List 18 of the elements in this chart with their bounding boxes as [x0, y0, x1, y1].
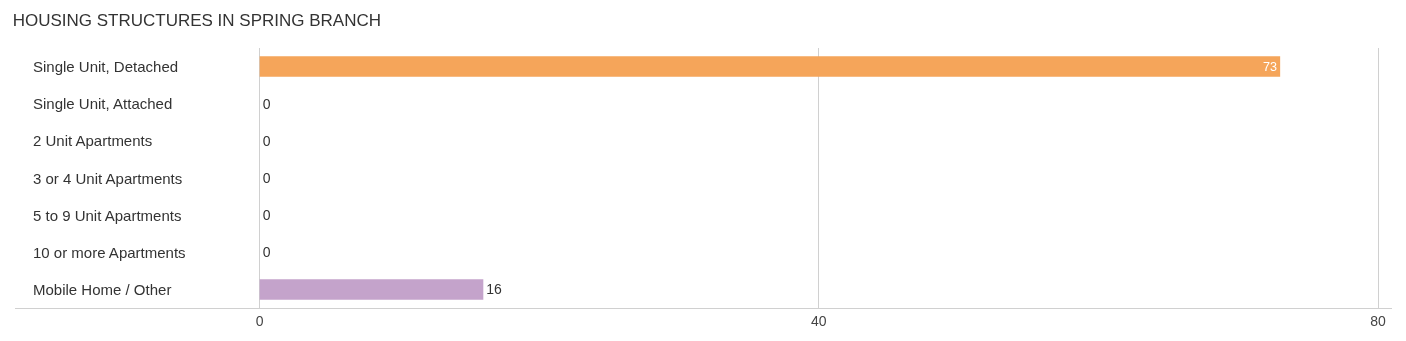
- data-label: 73: [1262, 60, 1277, 75]
- y-tick-label: Single Unit, Detached: [33, 58, 179, 75]
- data-label: 0: [262, 95, 271, 112]
- y-tick-label: 3 or 4 Unit Apartments: [33, 170, 183, 187]
- data-label: 0: [262, 132, 271, 149]
- chart-title: HOUSING STRUCTURES IN SPRING BRANCH: [12, 10, 382, 30]
- y-tick-label: 10 or more Apartments: [33, 244, 186, 261]
- y-tick-label: Mobile Home / Other: [33, 281, 172, 298]
- x-tick-label: 80: [1370, 312, 1387, 329]
- data-label: 0: [262, 207, 271, 224]
- y-tick-label: 5 to 9 Unit Apartments: [33, 207, 182, 224]
- x-tick-label: 0: [255, 312, 264, 329]
- y-tick-label: Single Unit, Attached: [33, 95, 173, 112]
- data-label: 16: [486, 281, 503, 298]
- data-label: 0: [262, 170, 271, 186]
- x-tick-label: 40: [811, 312, 827, 329]
- data-label: 0: [262, 244, 271, 261]
- y-tick-label: 2 Unit Apartments: [33, 132, 153, 149]
